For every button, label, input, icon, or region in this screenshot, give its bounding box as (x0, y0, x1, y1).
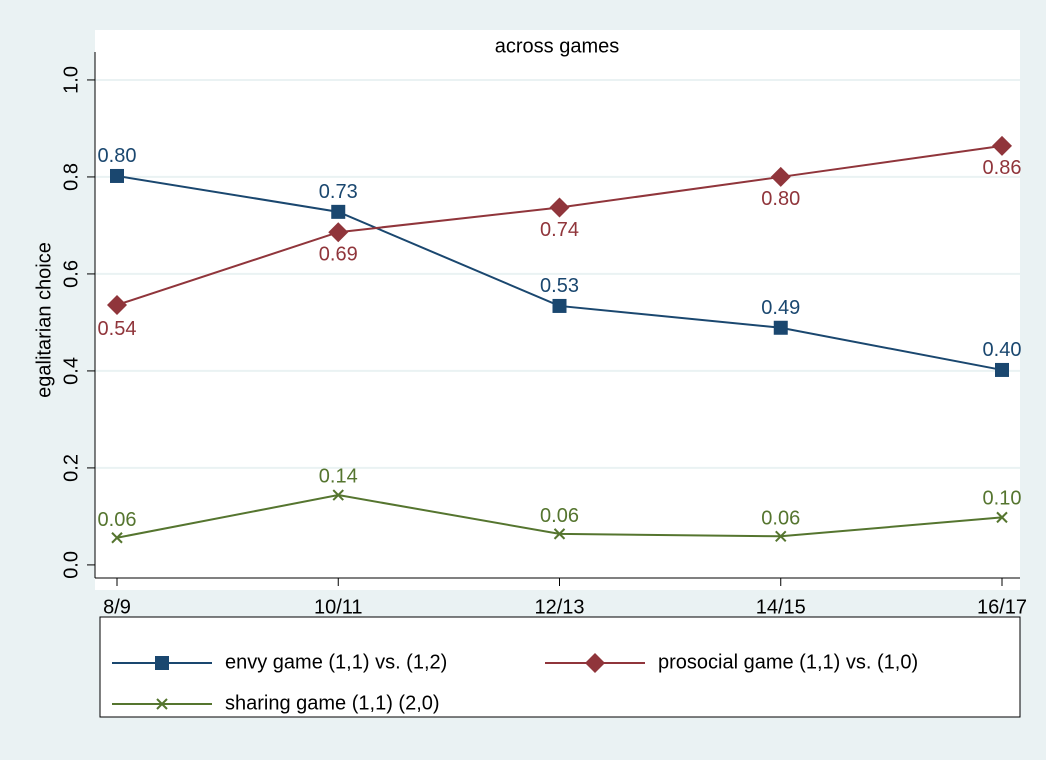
data-label: 0.80 (761, 188, 800, 210)
chart-title: across games (495, 35, 620, 57)
y-tick-label: 0.0 (60, 551, 82, 579)
y-tick-label: 0.6 (60, 260, 82, 288)
x-tick-label: 8/9 (103, 596, 131, 618)
point (111, 532, 123, 544)
point (552, 298, 567, 313)
data-label: 0.06 (761, 508, 800, 530)
x-tick-label: 14/15 (756, 596, 806, 618)
point (156, 698, 168, 710)
y-axis-title: egalitarian choice (33, 242, 55, 398)
legend-label: prosocial game (1,1) vs. (1,0) (658, 651, 918, 673)
legend-label: sharing game (1,1) (2,0) (225, 692, 440, 714)
data-label: 0.54 (98, 318, 137, 340)
point (996, 511, 1008, 524)
legend-label: envy game (1,1) vs. (1,2) (225, 651, 447, 673)
point (328, 222, 349, 243)
point (770, 166, 791, 187)
point (553, 528, 566, 540)
point (585, 653, 605, 673)
point (110, 168, 124, 183)
data-label: 0.86 (983, 157, 1022, 179)
data-label: 0.14 (319, 465, 358, 487)
point (549, 197, 570, 218)
data-label: 0.69 (319, 244, 358, 266)
x-tick-label: 12/13 (534, 596, 584, 618)
data-label: 0.80 (98, 145, 137, 167)
legend (99, 616, 1021, 718)
y-tick-label: 1.0 (60, 66, 82, 94)
point (107, 294, 127, 315)
point (332, 489, 344, 501)
point (775, 530, 787, 543)
point (331, 204, 346, 219)
y-tick-label: 0.4 (60, 357, 82, 385)
y-tick-label: 0.8 (60, 163, 82, 191)
x-tick-label: 16/17 (977, 596, 1027, 618)
data-label: 0.06 (540, 505, 579, 527)
y-tick-label: 0.2 (60, 454, 82, 482)
data-label: 0.73 (319, 181, 358, 203)
data-label: 0.49 (761, 297, 800, 319)
point (155, 656, 169, 670)
data-label: 0.74 (540, 219, 579, 241)
data-label: 0.40 (983, 339, 1022, 361)
data-label: 0.10 (983, 488, 1022, 510)
x-tick-label: 10/11 (314, 596, 363, 618)
point (992, 135, 1012, 156)
data-label: 0.53 (540, 275, 579, 297)
point (995, 362, 1009, 377)
point (773, 320, 788, 335)
data-label: 0.06 (98, 509, 137, 531)
